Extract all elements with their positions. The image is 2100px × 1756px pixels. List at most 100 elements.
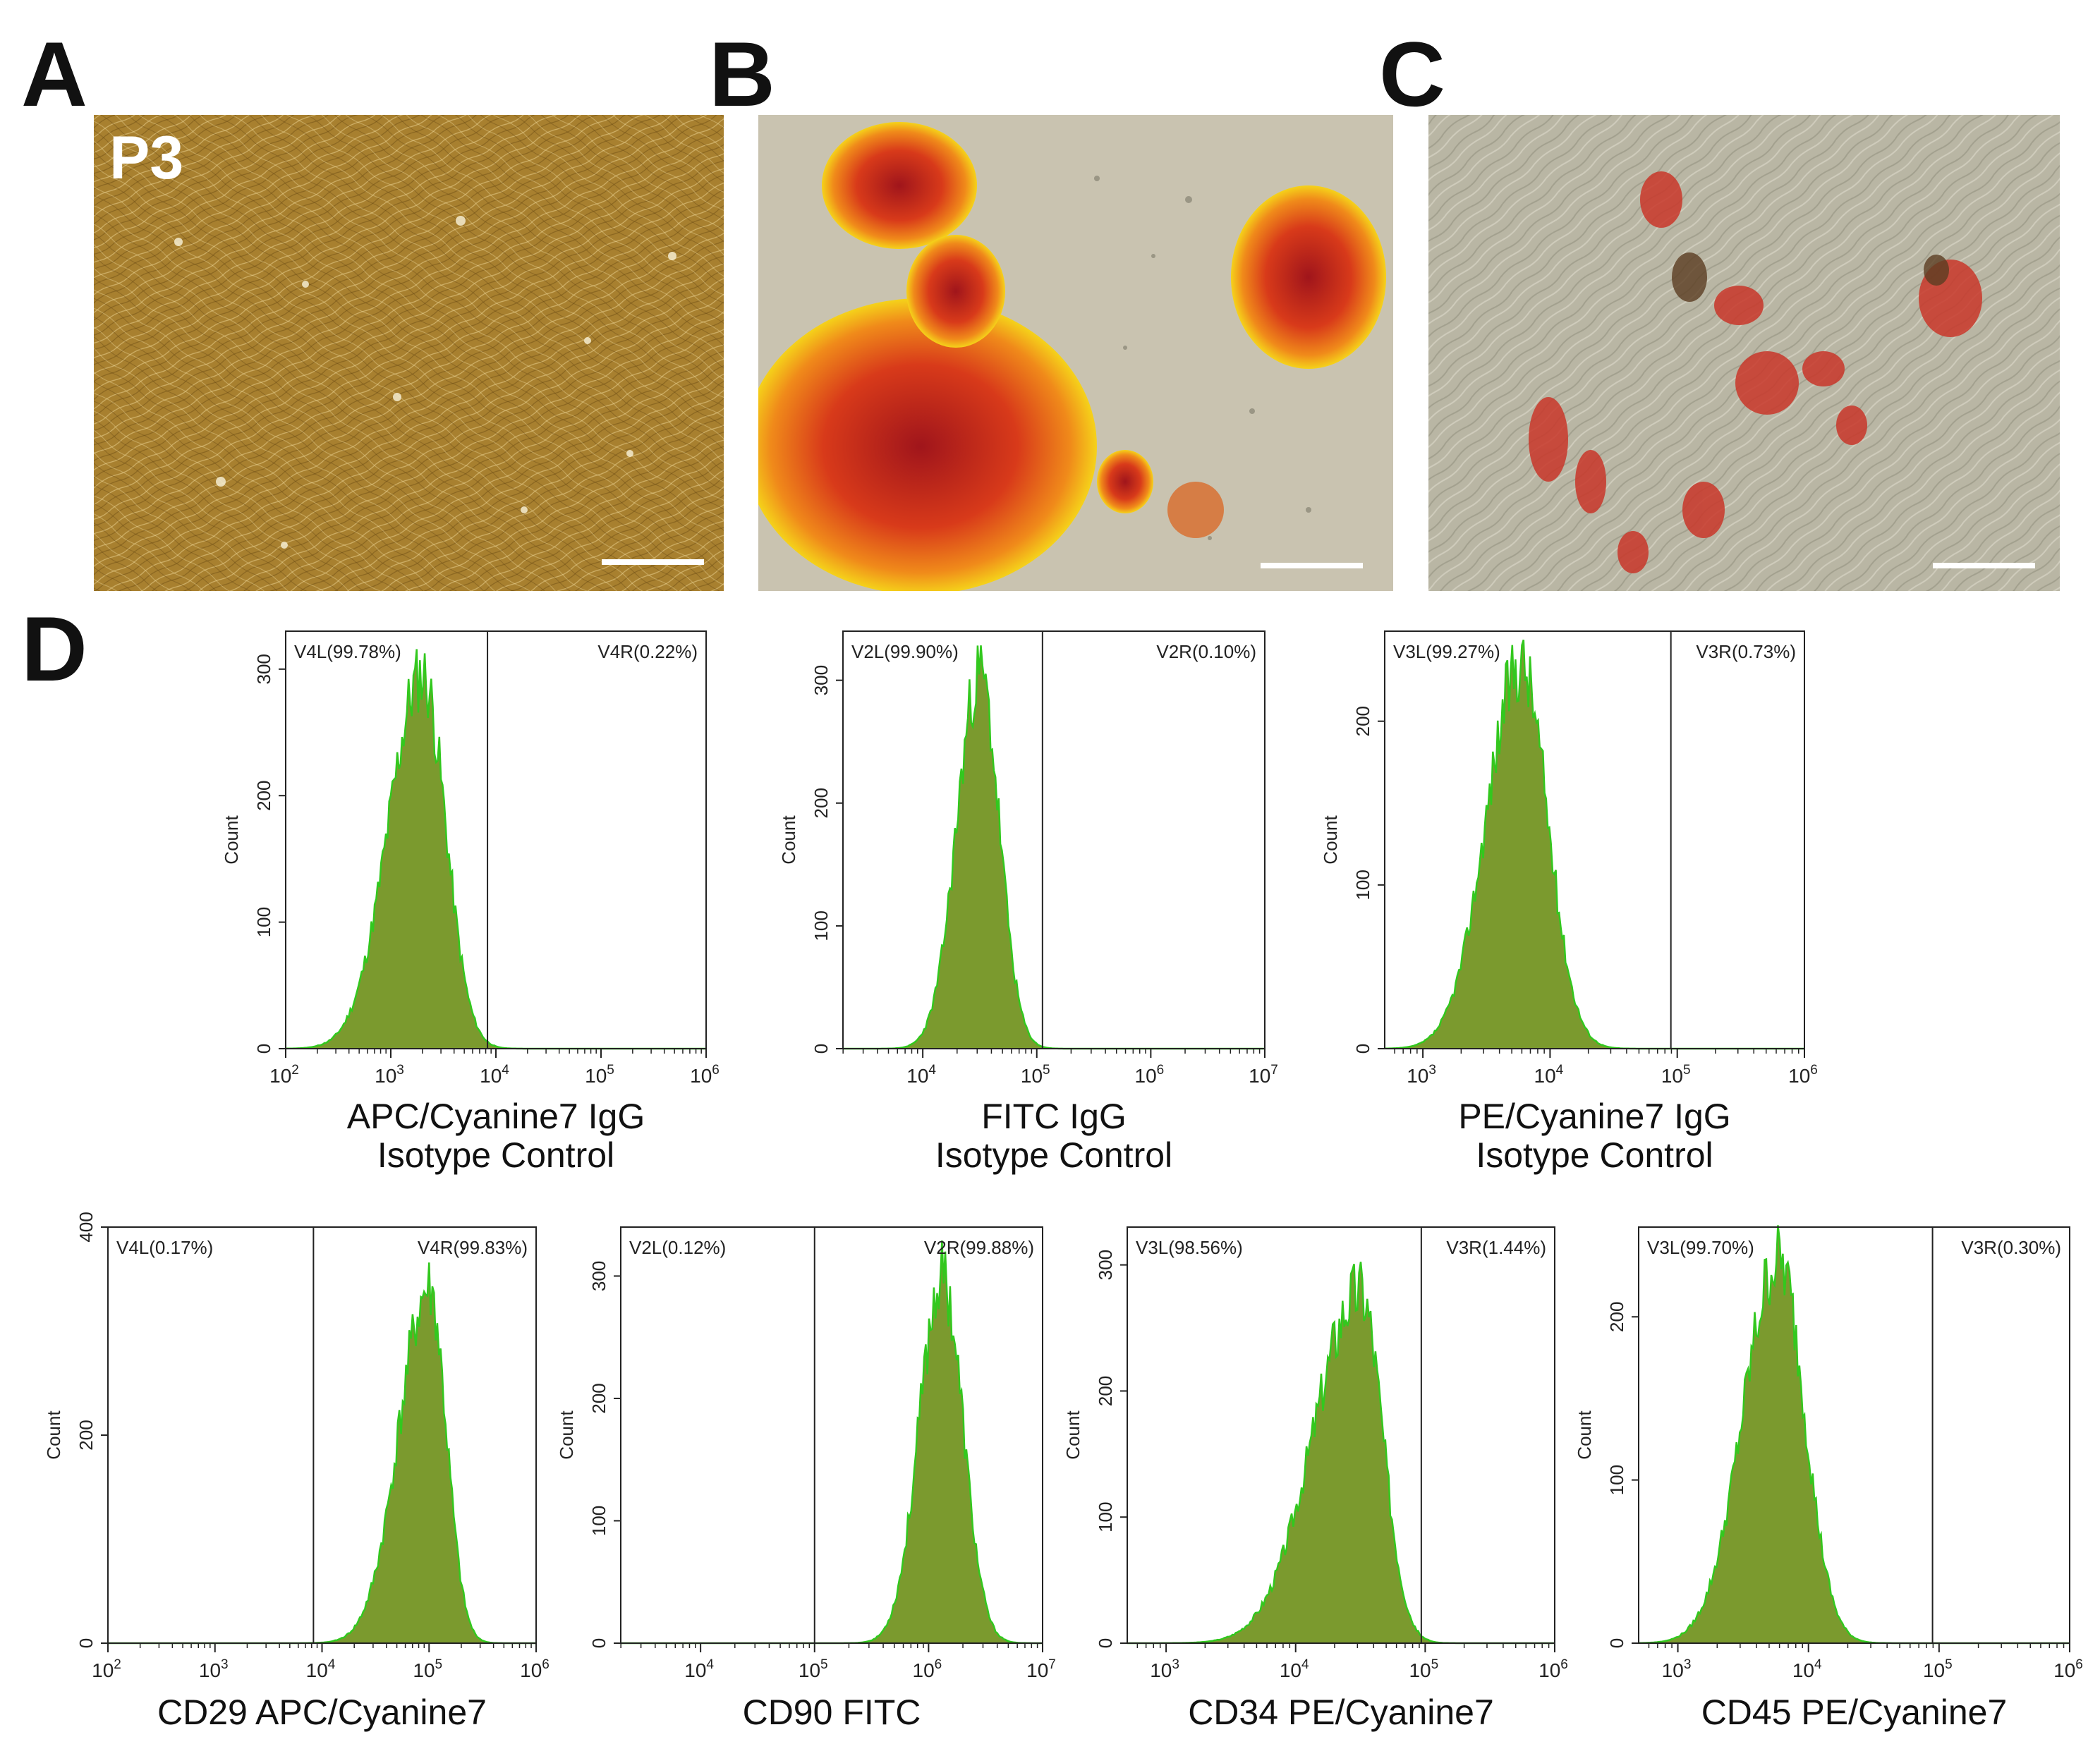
y-axis-label: Count bbox=[556, 1410, 577, 1460]
scale-bar-c bbox=[1933, 563, 2035, 568]
x-tick-label: 103 bbox=[1407, 1063, 1436, 1087]
passage-label: P3 bbox=[109, 124, 184, 192]
histogram-cd90: V2L(0.12%) V2R(99.88%) 0 100 200 300 Count 104 1… bbox=[556, 1226, 1056, 1732]
histogram-area bbox=[1127, 1262, 1555, 1643]
gate-label-right: V3R(0.30%) bbox=[1961, 1237, 2061, 1258]
y-tick-label: 100 bbox=[811, 910, 832, 941]
y-tick-label: 0 bbox=[588, 1638, 609, 1648]
plot-frame bbox=[620, 1226, 1043, 1644]
scale-bar-b bbox=[1261, 563, 1363, 568]
x-tick-label: 106 bbox=[1135, 1063, 1165, 1087]
histogram-caption: Isotype Control bbox=[935, 1135, 1172, 1175]
y-tick-label: 100 bbox=[588, 1506, 609, 1536]
histogram-area bbox=[621, 1240, 1043, 1643]
histogram-area bbox=[108, 1262, 536, 1643]
gate-label-right: V4R(0.22%) bbox=[597, 641, 698, 662]
x-tick-label: 106 bbox=[1788, 1063, 1818, 1087]
histogram-area bbox=[843, 645, 1265, 1049]
histogram-cd34: V3L(98.56%) V3R(1.44%) 0 100 200 300 Count 103 1… bbox=[1062, 1226, 1568, 1732]
gate-label-right: V4R(99.83%) bbox=[418, 1237, 528, 1258]
x-tick-label: 104 bbox=[684, 1657, 714, 1681]
y-axis-label: Count bbox=[43, 1410, 64, 1460]
x-tick-label: 105 bbox=[413, 1657, 442, 1681]
gate-label-left: V2L(0.12%) bbox=[629, 1237, 726, 1258]
histogram-area bbox=[1385, 640, 1804, 1049]
x-tick-label: 103 bbox=[1150, 1657, 1179, 1681]
histogram-caption: PE/Cyanine7 IgG bbox=[1458, 1097, 1730, 1136]
histogram-pe-isotype: V3L(99.27%) V3R(0.73%) 0 100 200 Count 103 104 1… bbox=[1320, 630, 1818, 1175]
x-tick-label: 104 bbox=[1534, 1063, 1564, 1087]
x-tick-label: 106 bbox=[1538, 1657, 1568, 1681]
y-axis-label: Count bbox=[1320, 815, 1341, 865]
histogram-caption: CD34 PE/Cyanine7 bbox=[1188, 1693, 1494, 1732]
x-tick-label: 107 bbox=[1249, 1063, 1278, 1087]
plot-frame bbox=[285, 630, 707, 1049]
histogram-caption: FITC IgG bbox=[981, 1097, 1127, 1136]
y-axis-label: Count bbox=[778, 815, 799, 865]
x-tick-label: 104 bbox=[906, 1063, 936, 1087]
gate-label-left: V2L(99.90%) bbox=[851, 641, 959, 662]
panel-letter-c: C bbox=[1379, 23, 1445, 126]
x-tick-label: 105 bbox=[585, 1063, 614, 1087]
micrograph-c-oil-red bbox=[1428, 115, 2060, 591]
gate-label-left: V3L(98.56%) bbox=[1136, 1237, 1243, 1258]
histogram-caption: APC/Cyanine7 IgG bbox=[347, 1097, 645, 1136]
x-tick-label: 105 bbox=[1409, 1657, 1438, 1681]
y-tick-label: 0 bbox=[1352, 1044, 1373, 1054]
histogram-outline bbox=[285, 649, 706, 1050]
y-tick-label: 200 bbox=[1095, 1376, 1116, 1406]
x-tick-label: 104 bbox=[480, 1063, 509, 1087]
y-tick-label: 300 bbox=[588, 1261, 609, 1291]
x-tick-label: 103 bbox=[199, 1657, 229, 1681]
histogram-area bbox=[286, 649, 706, 1049]
histogram-outline bbox=[843, 645, 1265, 1050]
micrograph-a-phase-contrast bbox=[94, 115, 724, 591]
histogram-apc-isotype: V4L(99.78%) V4R(0.22%) 0 100 200 300 Count 102 1… bbox=[221, 630, 720, 1175]
y-tick-label: 100 bbox=[253, 907, 274, 937]
y-tick-label: 300 bbox=[253, 654, 274, 684]
x-tick-label: 107 bbox=[1026, 1657, 1056, 1681]
y-tick-label: 300 bbox=[1095, 1250, 1116, 1280]
x-tick-label: 105 bbox=[1923, 1657, 1953, 1681]
scale-bar-a bbox=[602, 559, 704, 565]
histogram-fitc-isotype: V2L(99.90%) V2R(0.10%) 0 100 200 300 Count 104 1… bbox=[778, 630, 1278, 1175]
gate-label-left: V4L(0.17%) bbox=[116, 1237, 213, 1258]
y-tick-label: 200 bbox=[588, 1383, 609, 1413]
y-tick-label: 100 bbox=[1095, 1502, 1116, 1532]
x-tick-label: 105 bbox=[1021, 1063, 1050, 1087]
x-tick-label: 104 bbox=[306, 1657, 336, 1681]
y-tick-label: 200 bbox=[811, 788, 832, 818]
histogram-cd29: V4L(0.17%) V4R(99.83%) 0 200 400 Count 102 103 1… bbox=[43, 1212, 550, 1732]
x-tick-label: 106 bbox=[913, 1657, 942, 1681]
y-tick-label: 0 bbox=[1606, 1638, 1627, 1648]
x-tick-label: 104 bbox=[1792, 1657, 1822, 1681]
histogram-caption: Isotype Control bbox=[377, 1135, 614, 1175]
plot-frame bbox=[1127, 1226, 1555, 1644]
x-tick-label: 102 bbox=[269, 1063, 299, 1087]
panel-letter-a: A bbox=[21, 23, 87, 126]
x-tick-label: 106 bbox=[2053, 1657, 2083, 1681]
histogram-area bbox=[1639, 1225, 2070, 1643]
plot-frame bbox=[1384, 630, 1805, 1049]
y-tick-label: 300 bbox=[811, 665, 832, 695]
x-tick-label: 106 bbox=[690, 1063, 720, 1087]
x-tick-label: 105 bbox=[1661, 1063, 1691, 1087]
micrograph-b-alizarin-red bbox=[758, 115, 1393, 591]
y-tick-label: 0 bbox=[253, 1044, 274, 1054]
gate-label-right: V2R(99.88%) bbox=[924, 1237, 1034, 1258]
plot-frame bbox=[107, 1226, 537, 1644]
y-tick-label: 0 bbox=[75, 1638, 97, 1648]
plot-frame bbox=[1638, 1226, 2070, 1644]
y-axis-label: Count bbox=[1062, 1410, 1084, 1460]
x-tick-label: 106 bbox=[520, 1657, 550, 1681]
y-tick-label: 200 bbox=[1606, 1302, 1627, 1332]
y-tick-label: 400 bbox=[75, 1212, 97, 1242]
histogram-caption: Isotype Control bbox=[1476, 1135, 1713, 1175]
gate-label-right: V3R(0.73%) bbox=[1696, 641, 1796, 662]
histogram-cd45: V3L(99.70%) V3R(0.30%) 0 100 200 Count 103 104 1… bbox=[1574, 1225, 2083, 1732]
panel-letter-d: D bbox=[21, 597, 87, 700]
gate-label-left: V3L(99.70%) bbox=[1647, 1237, 1754, 1258]
x-tick-label: 103 bbox=[375, 1063, 404, 1087]
y-tick-label: 200 bbox=[1352, 706, 1373, 736]
